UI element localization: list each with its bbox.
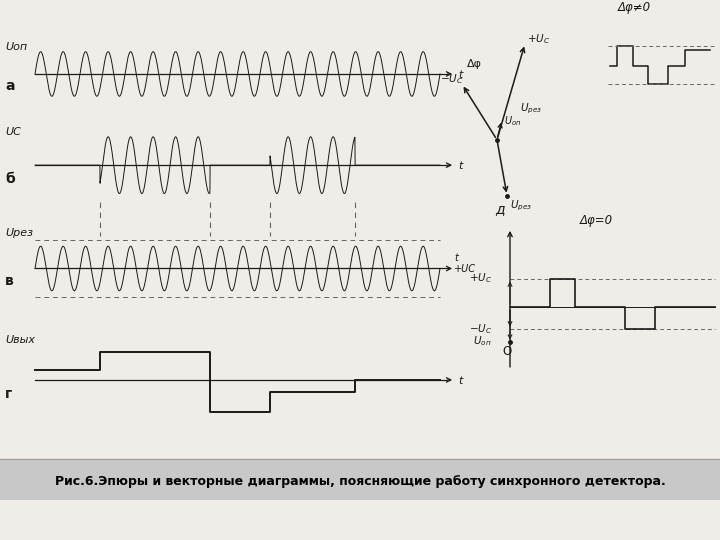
Text: t: t <box>458 376 462 386</box>
Text: $+U_C$: $+U_C$ <box>527 32 550 46</box>
Text: $+U_C$: $+U_C$ <box>469 272 492 286</box>
Text: г: г <box>5 387 12 401</box>
Text: $-U_C$: $-U_C$ <box>440 72 463 86</box>
Text: t: t <box>454 253 458 264</box>
Text: Uрез: Uрез <box>5 228 33 238</box>
Text: O: O <box>502 345 511 357</box>
Text: Δφ≠0: Δφ≠0 <box>618 1 651 14</box>
Text: д: д <box>495 202 505 216</box>
Bar <box>0 459 720 500</box>
Text: Δφ=0: Δφ=0 <box>580 214 613 227</box>
Text: а: а <box>5 79 14 93</box>
Text: Uоп: Uоп <box>5 42 27 52</box>
Text: UС: UС <box>5 127 21 137</box>
Text: t: t <box>458 70 462 80</box>
Text: +UС: +UС <box>454 264 476 274</box>
Text: б: б <box>5 172 14 186</box>
Text: t: t <box>458 161 462 171</box>
Text: Δφ: Δφ <box>467 59 482 69</box>
Text: $U_{рез}$: $U_{рез}$ <box>520 102 542 116</box>
Text: Рис.6.Эпюры и векторные диаграммы, поясняющие работу синхронного детектора.: Рис.6.Эпюры и векторные диаграммы, поясн… <box>55 475 665 488</box>
Text: $U_{оп}$: $U_{оп}$ <box>474 334 492 348</box>
Text: $-U_C$: $-U_C$ <box>469 322 492 336</box>
Text: Uвых: Uвых <box>5 335 35 346</box>
Text: в: в <box>5 274 14 288</box>
Text: $U_{оп}$: $U_{оп}$ <box>504 114 521 129</box>
Text: $U_{рез}$: $U_{рез}$ <box>510 198 532 213</box>
